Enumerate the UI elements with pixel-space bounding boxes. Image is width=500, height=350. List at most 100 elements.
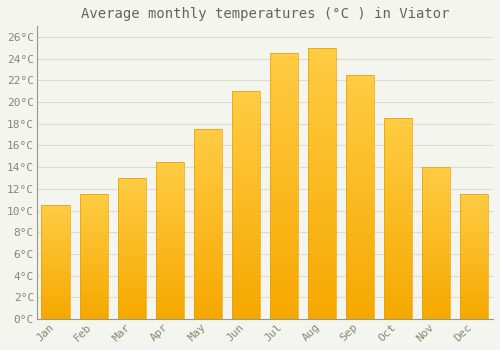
Bar: [270, 149, 298, 152]
Bar: [232, 216, 260, 219]
Bar: [460, 212, 488, 213]
Bar: [232, 246, 260, 248]
Bar: [346, 273, 374, 275]
Bar: [232, 184, 260, 187]
Bar: [156, 297, 184, 299]
Bar: [156, 196, 184, 198]
Bar: [460, 261, 488, 263]
Bar: [194, 141, 222, 142]
Bar: [232, 173, 260, 175]
Bar: [118, 276, 146, 278]
Bar: [118, 292, 146, 294]
Bar: [232, 134, 260, 137]
Bar: [118, 198, 146, 199]
Bar: [422, 197, 450, 199]
Bar: [42, 285, 70, 286]
Bar: [194, 296, 222, 298]
Bar: [384, 257, 412, 259]
Bar: [42, 206, 70, 207]
Bar: [308, 86, 336, 89]
Bar: [118, 178, 146, 180]
Bar: [422, 264, 450, 266]
Bar: [118, 281, 146, 282]
Bar: [384, 267, 412, 269]
Bar: [422, 193, 450, 195]
Bar: [118, 257, 146, 258]
Bar: [460, 257, 488, 258]
Bar: [384, 283, 412, 285]
Bar: [460, 208, 488, 209]
Bar: [422, 217, 450, 219]
Bar: [194, 199, 222, 201]
Bar: [42, 229, 70, 230]
Bar: [308, 121, 336, 124]
Bar: [346, 121, 374, 124]
Bar: [384, 277, 412, 279]
Bar: [384, 201, 412, 203]
Bar: [384, 275, 412, 277]
Bar: [80, 290, 108, 292]
Bar: [460, 202, 488, 203]
Bar: [384, 139, 412, 140]
Bar: [346, 126, 374, 129]
Bar: [194, 158, 222, 160]
Bar: [232, 264, 260, 267]
Bar: [460, 281, 488, 283]
Bar: [384, 136, 412, 139]
Bar: [232, 312, 260, 314]
Bar: [422, 216, 450, 217]
Bar: [194, 245, 222, 247]
Bar: [80, 301, 108, 303]
Bar: [42, 292, 70, 293]
Bar: [460, 198, 488, 199]
Bar: [308, 254, 336, 257]
Bar: [80, 194, 108, 196]
Bar: [156, 308, 184, 309]
Bar: [232, 116, 260, 119]
Bar: [308, 248, 336, 251]
Bar: [42, 211, 70, 212]
Bar: [232, 317, 260, 319]
Bar: [460, 222, 488, 223]
Bar: [156, 276, 184, 278]
Bar: [194, 142, 222, 145]
Bar: [232, 262, 260, 264]
Bar: [422, 237, 450, 238]
Bar: [156, 170, 184, 171]
Bar: [118, 270, 146, 271]
Bar: [460, 290, 488, 292]
Bar: [346, 236, 374, 238]
Bar: [194, 260, 222, 262]
Bar: [232, 212, 260, 214]
Bar: [80, 198, 108, 199]
Bar: [422, 228, 450, 229]
Bar: [346, 102, 374, 104]
Bar: [42, 277, 70, 278]
Bar: [346, 229, 374, 231]
Bar: [346, 114, 374, 117]
Bar: [460, 218, 488, 219]
Bar: [308, 281, 336, 284]
Bar: [42, 256, 70, 258]
Bar: [460, 217, 488, 218]
Bar: [42, 294, 70, 295]
Bar: [118, 182, 146, 184]
Bar: [270, 316, 298, 319]
Bar: [308, 181, 336, 183]
Bar: [80, 194, 108, 319]
Bar: [156, 290, 184, 292]
Bar: [42, 244, 70, 245]
Bar: [194, 270, 222, 272]
Bar: [80, 238, 108, 239]
Bar: [118, 315, 146, 316]
Bar: [270, 72, 298, 75]
Bar: [118, 188, 146, 189]
Bar: [42, 263, 70, 264]
Bar: [232, 292, 260, 294]
Bar: [308, 53, 336, 56]
Bar: [270, 287, 298, 290]
Bar: [308, 135, 336, 137]
Bar: [308, 257, 336, 259]
Bar: [156, 174, 184, 176]
Bar: [384, 189, 412, 190]
